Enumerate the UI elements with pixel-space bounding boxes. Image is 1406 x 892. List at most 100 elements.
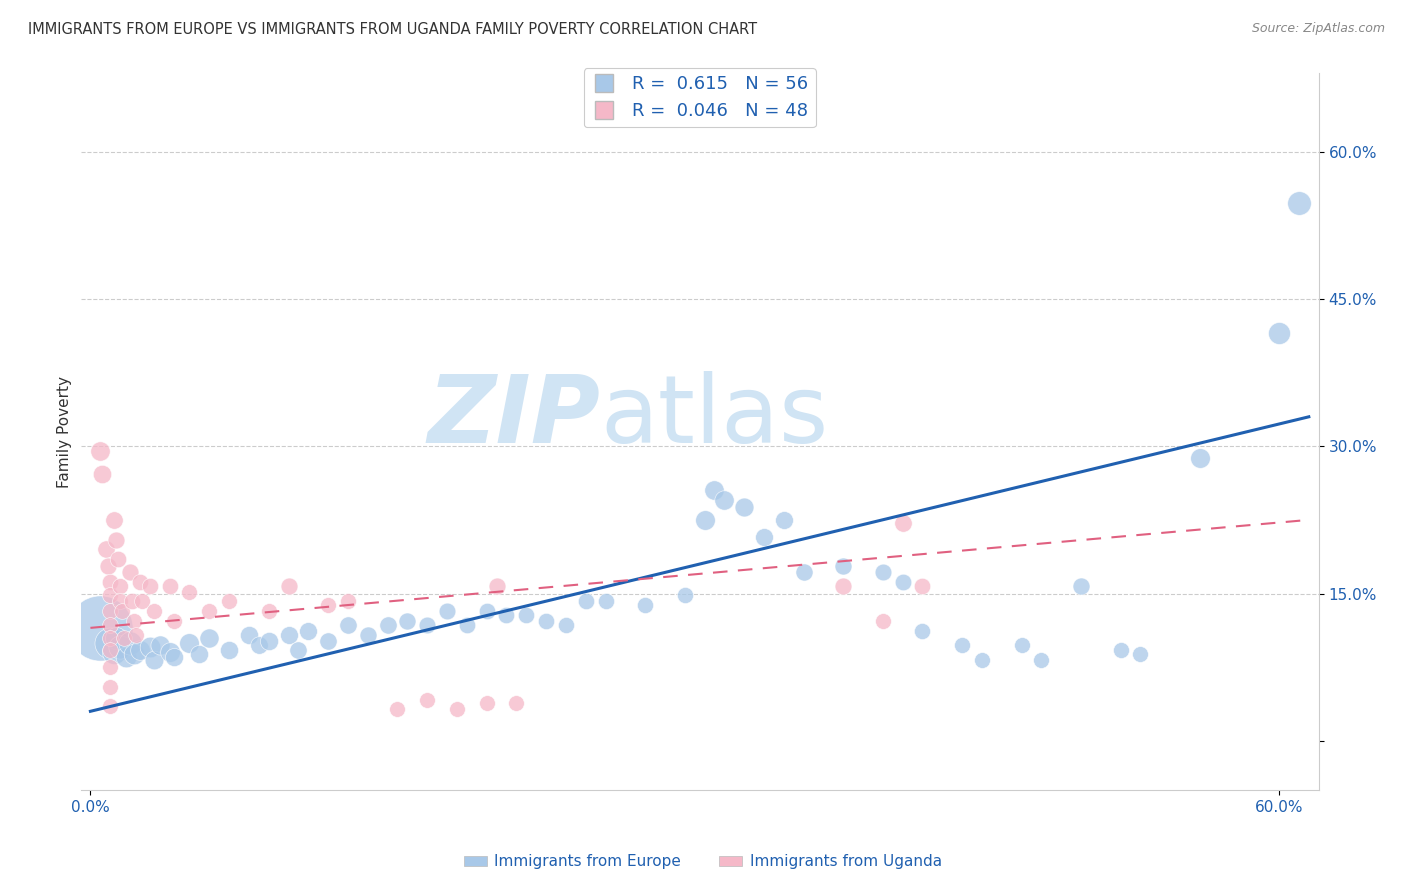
Point <box>149 638 172 652</box>
Point <box>515 608 537 623</box>
Point <box>752 530 775 544</box>
Point <box>112 631 135 645</box>
Point <box>634 599 657 613</box>
Point <box>98 589 121 603</box>
Point <box>703 483 725 498</box>
Point <box>416 692 439 706</box>
Point <box>218 643 240 657</box>
Point <box>891 516 914 530</box>
Point <box>108 579 131 593</box>
Point <box>287 643 309 657</box>
Point <box>91 467 114 481</box>
Point <box>98 643 121 657</box>
Point <box>475 697 498 711</box>
Point <box>247 638 270 652</box>
Legend: R =  0.615   N = 56, R =  0.046   N = 48: R = 0.615 N = 56, R = 0.046 N = 48 <box>583 68 815 128</box>
Point <box>98 574 121 589</box>
Point <box>316 633 339 648</box>
Point <box>198 604 221 618</box>
Point <box>139 579 162 593</box>
Point <box>139 640 162 655</box>
Point <box>673 589 696 603</box>
Point <box>118 635 141 649</box>
Point <box>218 594 240 608</box>
Point <box>89 444 111 458</box>
Point <box>713 493 735 508</box>
Legend: Immigrants from Europe, Immigrants from Uganda: Immigrants from Europe, Immigrants from … <box>458 848 948 875</box>
Point <box>96 542 118 557</box>
Point <box>159 579 181 593</box>
Point <box>911 624 934 638</box>
Point <box>103 513 125 527</box>
Point <box>495 608 517 623</box>
Point <box>872 565 894 579</box>
Point <box>162 614 184 628</box>
Point <box>118 565 141 579</box>
Point <box>387 702 409 716</box>
Point <box>377 618 399 632</box>
Point <box>122 648 145 662</box>
Point <box>1129 648 1152 662</box>
Point <box>891 574 914 589</box>
Y-axis label: Family Poverty: Family Poverty <box>58 376 72 488</box>
Point <box>911 579 934 593</box>
Point <box>97 559 120 574</box>
Point <box>950 638 973 652</box>
Point <box>436 604 458 618</box>
Point <box>98 680 121 694</box>
Point <box>336 594 359 608</box>
Text: atlas: atlas <box>600 371 828 463</box>
Point <box>107 552 129 566</box>
Point <box>396 614 419 628</box>
Point <box>505 697 527 711</box>
Point <box>111 604 134 618</box>
Point <box>1031 653 1053 667</box>
Point <box>595 594 617 608</box>
Point <box>131 594 153 608</box>
Text: ZIP: ZIP <box>427 371 600 463</box>
Point <box>357 628 380 642</box>
Point <box>485 579 508 593</box>
Point <box>832 579 855 593</box>
Point <box>98 635 121 649</box>
Point <box>336 618 359 632</box>
Point <box>103 645 125 659</box>
Point <box>772 513 794 527</box>
Point <box>1188 450 1211 465</box>
Point <box>693 513 716 527</box>
Point <box>98 618 121 632</box>
Point <box>121 594 143 608</box>
Point <box>416 618 439 632</box>
Point <box>108 640 131 655</box>
Point <box>142 604 165 618</box>
Point <box>970 653 993 667</box>
Point <box>115 650 138 665</box>
Point <box>554 618 576 632</box>
Point <box>456 618 478 632</box>
Point <box>162 650 184 665</box>
Point <box>1288 195 1310 210</box>
Text: Source: ZipAtlas.com: Source: ZipAtlas.com <box>1251 22 1385 36</box>
Point <box>198 631 221 645</box>
Point <box>89 621 111 635</box>
Point <box>142 653 165 667</box>
Point <box>129 574 152 589</box>
Point <box>872 614 894 628</box>
Text: IMMIGRANTS FROM EUROPE VS IMMIGRANTS FROM UGANDA FAMILY POVERTY CORRELATION CHAR: IMMIGRANTS FROM EUROPE VS IMMIGRANTS FRO… <box>28 22 758 37</box>
Point <box>105 631 128 645</box>
Point <box>1070 579 1092 593</box>
Point <box>98 660 121 674</box>
Point <box>125 628 148 642</box>
Point <box>575 594 598 608</box>
Point <box>238 628 260 642</box>
Point <box>159 645 181 659</box>
Point <box>188 648 211 662</box>
Point <box>446 702 468 716</box>
Point <box>475 604 498 618</box>
Point <box>129 643 152 657</box>
Point <box>277 579 299 593</box>
Point <box>179 584 201 599</box>
Point <box>179 635 201 649</box>
Point <box>1268 326 1291 341</box>
Point <box>1109 643 1132 657</box>
